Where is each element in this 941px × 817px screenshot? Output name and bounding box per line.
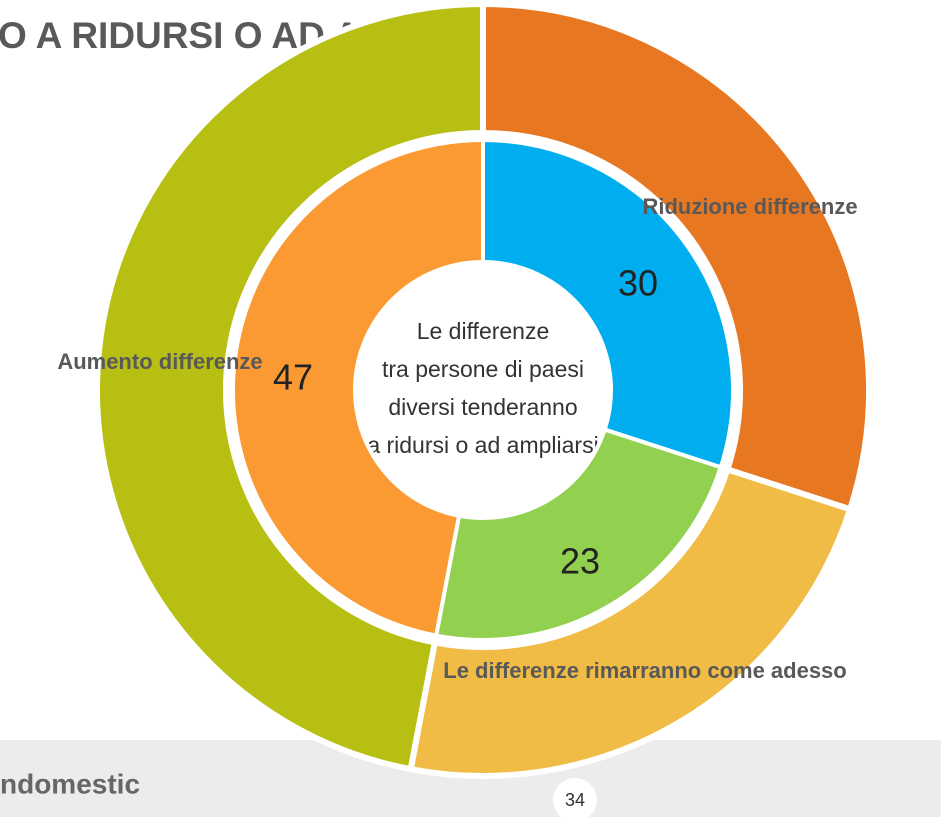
- center-text-line: diversi tenderanno: [388, 394, 577, 420]
- outer-segment: [94, 0, 486, 773]
- page-number-badge: [553, 778, 597, 817]
- inner-segment: [433, 427, 724, 642]
- outer-segment: [480, 0, 872, 514]
- value-label: 30: [618, 263, 658, 304]
- center-text-line: Le differenze: [417, 318, 550, 344]
- outer-segment: [407, 465, 854, 779]
- category-label: Aumento differenze: [57, 349, 262, 374]
- center-text: Le differenze tra persone di paesi diversi…: [367, 318, 598, 458]
- center-text-line: a ridursi o ad ampliarsi: [367, 432, 598, 458]
- category-label: Le differenze rimarranno come adesso: [443, 658, 846, 683]
- footer-brand: ndomestic: [0, 768, 140, 799]
- page-number: 34: [565, 790, 585, 810]
- center-text-line: tra persone di paesi: [382, 356, 584, 382]
- value-label: 23: [560, 541, 600, 582]
- value-label: 47: [273, 357, 313, 398]
- category-label: Riduzione differenze: [642, 194, 857, 219]
- inner-segment: [481, 137, 735, 470]
- donut-chart: Le differenze tra persone di paesi diversi…: [57, 0, 872, 779]
- donut-hub: [356, 263, 610, 517]
- inner-segment: [231, 137, 485, 638]
